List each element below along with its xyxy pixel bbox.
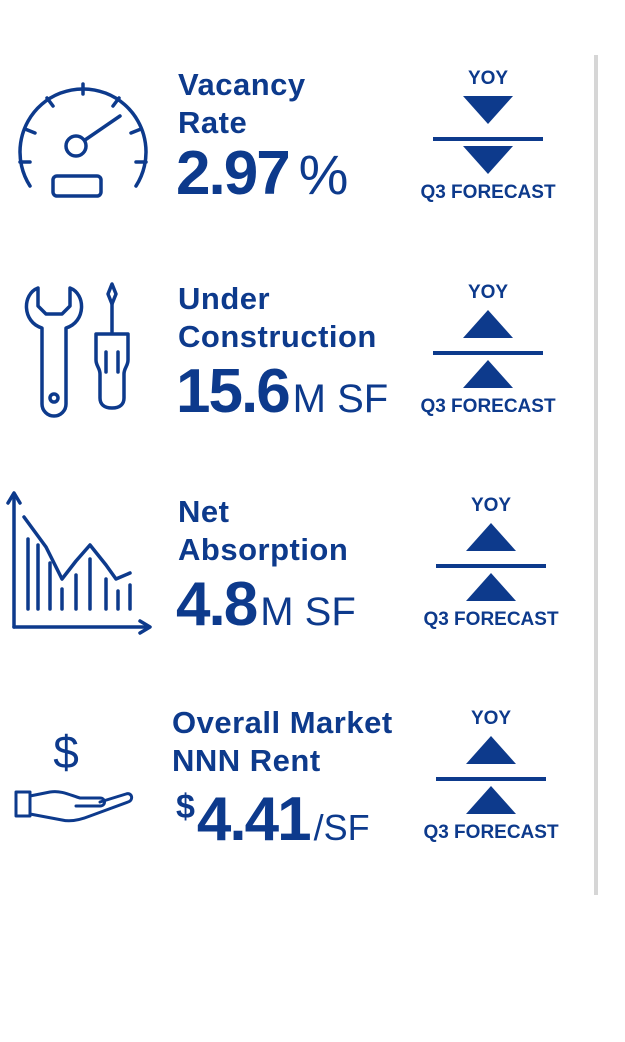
trend-indicator: YOY Q3 FORECAST [413,495,573,635]
yoy-up-arrow-icon [466,523,516,551]
yoy-label: YOY [470,495,512,516]
yoy-down-arrow-icon [463,96,513,124]
stat-title: Net Absorption [178,494,349,567]
svg-text:$: $ [53,726,79,778]
forecast-down-arrow-icon [463,146,513,174]
stat-value: $4.41/SF [176,785,370,854]
forecast-label: Q3 FORECAST [423,822,559,843]
trend-divider [436,564,546,568]
trend-indicator: YOY Q3 FORECAST [410,282,570,422]
stat-title: Under Construction [178,281,377,354]
forecast-label: Q3 FORECAST [420,182,556,203]
stat-vacancy-rate: Vacancy Rate 2.97% YOY Q3 FORECAST [0,62,590,252]
trend-divider [433,137,543,141]
stat-under-construction: Under Construction 15.6 M SF YOY Q3 FOREC… [0,280,590,470]
trend-divider [433,351,543,355]
stat-value: 2.97% [176,139,349,208]
forecast-label: Q3 FORECAST [423,609,559,630]
yoy-up-arrow-icon [466,736,516,764]
hand-dollar-icon: $ [10,724,140,834]
stat-title: Vacancy Rate [178,67,306,140]
forecast-up-arrow-icon [466,786,516,814]
trend-divider [436,777,546,781]
stat-value: 4.8 M SF [176,570,356,639]
forecast-up-arrow-icon [463,360,513,388]
stat-overall-market-rent: $ Overall Market NNN Rent $4.41/SF YOY Q… [0,704,590,894]
yoy-label: YOY [467,282,509,303]
bar-line-chart-icon [6,489,156,639]
forecast-label: Q3 FORECAST [420,396,556,417]
vertical-divider [594,55,598,895]
stat-title: Overall Market NNN Rent [172,705,393,778]
yoy-label: YOY [467,68,509,89]
yoy-up-arrow-icon [463,310,513,338]
forecast-up-arrow-icon [466,573,516,601]
yoy-label: YOY [470,708,512,729]
stat-value: 15.6 M SF [176,357,389,426]
stat-net-absorption: Net Absorption 4.8 M SF YOY Q3 FORECAST [0,491,590,683]
trend-indicator: YOY Q3 FORECAST [410,68,570,208]
speedometer-icon [8,74,158,224]
trend-indicator: YOY Q3 FORECAST [413,708,573,848]
tools-icon [8,280,158,430]
